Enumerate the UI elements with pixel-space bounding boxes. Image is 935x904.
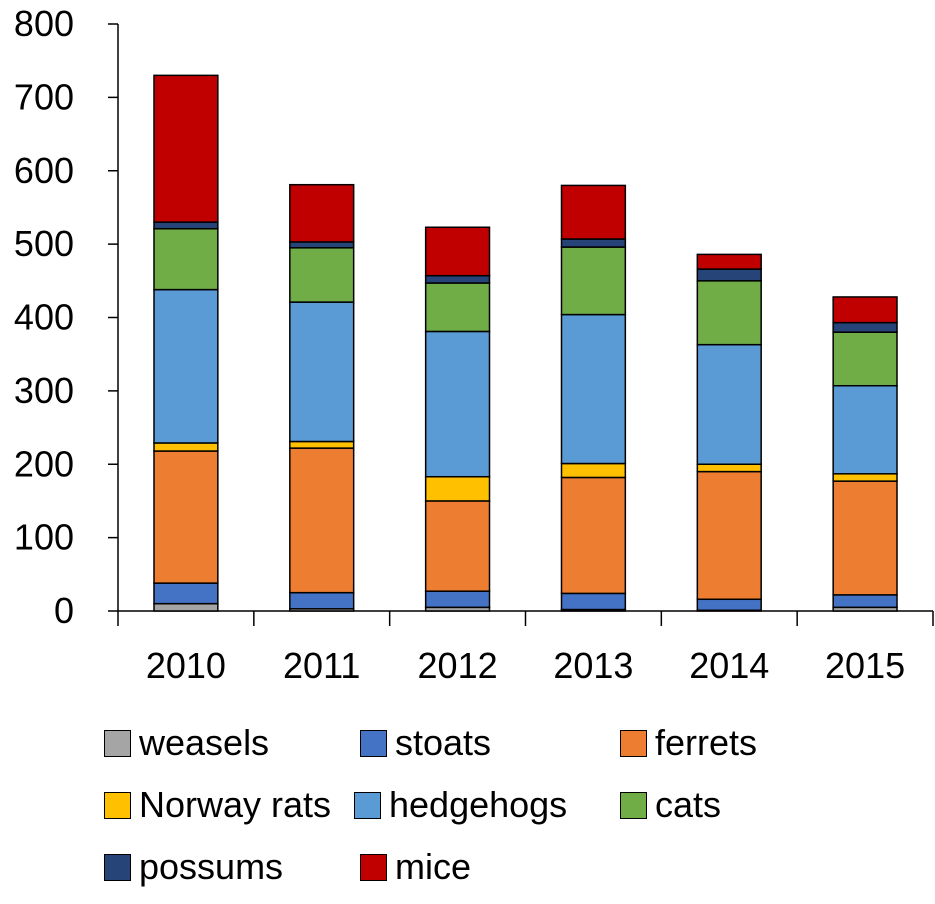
bar-segment-cats [153,227,219,291]
legend-label: possums [139,846,284,887]
bar-stack-2012 [424,226,491,612]
bar-stack-2010 [153,74,219,612]
legend-swatch [360,853,387,881]
x-tick-label: 2014 [689,645,769,686]
bar-segment-hedgehogs [424,330,491,478]
x-tick-label: 2012 [418,645,498,686]
legend-item: possums [104,842,283,892]
bar-segment-ferrets [153,450,219,584]
legend-item: weasels [104,718,269,768]
legend-swatch [104,729,131,757]
bar-segment-mice [696,253,762,270]
bar-segment-stoats [832,594,898,609]
y-tick-label: 500 [14,223,74,264]
bar-segment-hedgehogs [696,343,762,465]
legend-swatch [620,791,647,819]
legend: weasels stoats ferrets Norway rats hedgehogs… [104,718,924,904]
legend-label: stoats [395,722,492,763]
bar-segment-stoats [153,582,219,605]
bar-segment-possums [560,238,627,248]
x-axis: 2010 2011 2012 2013 2014 2015 [117,610,934,686]
legend-label: weasels [139,722,270,763]
legend-swatch [354,791,381,819]
bar-segment-stoats [289,591,355,610]
legend-item: hedgehogs [354,780,567,830]
bar-stack-2015 [832,296,898,612]
legend-row: possums mice [104,842,924,904]
bar-segment-norway-rats [424,475,491,502]
legend-item: mice [360,842,471,892]
bar-stack-2011 [289,183,355,612]
bar-segment-norway-rats [696,463,762,473]
y-tick-label: 800 [14,3,74,44]
legend-item: stoats [360,718,491,768]
bar-segment-ferrets [696,470,762,601]
y-tick-label: 0 [54,590,74,631]
bar-segment-possums [832,321,898,333]
bar-segment-hedgehogs [289,301,355,443]
bar-segment-mice [560,184,627,240]
bar-segment-stoats [696,598,762,612]
bar-segment-mice [289,183,355,243]
y-tick-label: 200 [14,443,74,484]
bar-segment-norway-rats [153,442,219,452]
bar-segment-mice [153,74,219,223]
bar-segment-hedgehogs [560,313,627,465]
bar-segment-weasels [153,602,219,612]
bar-stack-2014 [696,253,762,612]
x-tick-label: 2011 [283,645,360,686]
bars [153,74,898,612]
legend-item: cats [620,780,721,830]
bar-segment-ferrets [289,447,355,594]
legend-label: cats [655,784,722,825]
bar-segment-cats [832,331,898,387]
legend-label: mice [395,846,472,887]
bar-segment-ferrets [560,476,627,595]
bar-segment-cats [560,246,627,316]
bar-segment-stoats [560,592,627,611]
bar-segment-possums [696,268,762,282]
legend-swatch [104,791,131,819]
legend-item: ferrets [620,718,757,768]
bar-segment-norway-rats [560,462,627,479]
bar-segment-cats [289,247,355,303]
bar-segment-stoats [424,590,491,609]
bar-segment-norway-rats [832,473,898,482]
bar-segment-mice [424,226,491,277]
y-tick-label: 400 [14,297,74,338]
legend-label: hedgehogs [389,784,568,825]
legend-swatch [360,729,387,757]
legend-item: Norway rats [104,780,331,830]
bar-segment-ferrets [424,500,491,592]
legend-label: Norway rats [139,784,332,825]
bar-segment-cats [696,280,762,346]
bar-segment-possums [424,274,491,284]
y-tick-label: 700 [14,76,74,117]
y-tick-label: 600 [14,150,74,191]
y-tick-label: 100 [14,517,74,558]
bar-segment-norway-rats [289,440,355,449]
y-axis: 0 100 200 300 400 500 600 700 800 [14,3,119,631]
bar-segment-hedgehogs [153,288,219,444]
legend-label: ferrets [655,722,758,763]
bar-stack-2013 [560,184,627,612]
x-tick-label: 2010 [146,645,226,686]
bar-segment-cats [424,282,491,333]
bar-segment-ferrets [832,480,898,596]
legend-swatch [620,729,647,757]
bar-segment-mice [832,296,898,324]
bar-segment-hedgehogs [832,384,898,475]
y-tick-label: 300 [14,370,74,411]
legend-swatch [104,853,131,881]
legend-row: Norway rats hedgehogs cats [104,780,924,842]
x-tick-label: 2013 [553,645,633,686]
bar-segment-possums [153,221,219,230]
bar-segment-possums [289,241,355,249]
legend-row: weasels stoats ferrets [104,718,924,780]
x-tick-label: 2015 [825,645,905,686]
